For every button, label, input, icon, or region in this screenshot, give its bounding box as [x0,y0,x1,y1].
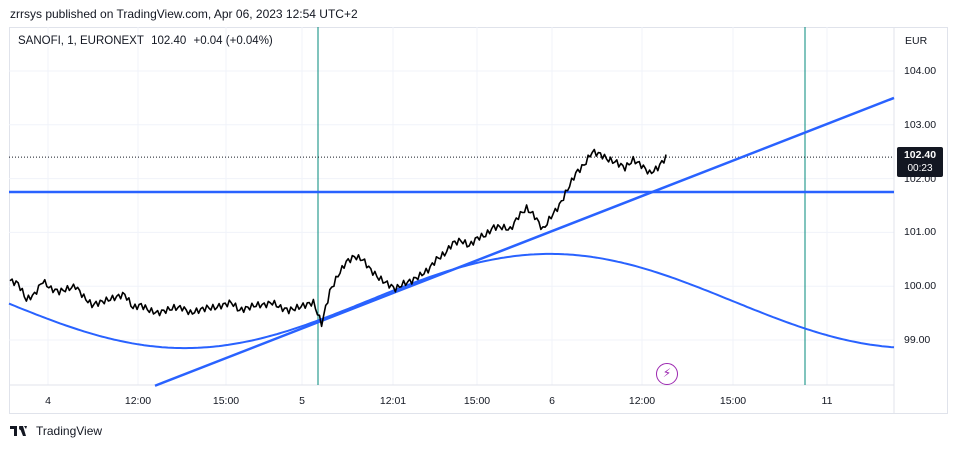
x-tick-label: 12:00 [628,395,656,407]
chart-frame [9,27,948,414]
symbol-legend[interactable]: SANOFI, 1, EURONEXT 102.40 +0.04 (+0.04%… [18,35,277,47]
y-tick-label: 101.00 [904,226,937,239]
x-tick-label: 11 [821,395,833,407]
legend-last: 102.40 [151,35,187,47]
price-series-line [9,148,667,328]
grid-lines [9,27,894,385]
publisher-header: zrrsys published on TradingView.com, Apr… [10,7,358,21]
y-tick-label: 103.00 [904,118,937,131]
x-tick-label: 15:00 [719,395,747,407]
lightning-icon[interactable]: ⚡ [656,363,678,385]
tradingview-logo-icon [10,426,27,436]
x-tick-label: 5 [299,395,305,407]
footer-brand[interactable]: TradingView [10,424,102,438]
x-tick-label: 15:00 [212,395,240,407]
footer-brand-label: TradingView [36,424,103,438]
x-tick-label: 12:00 [124,395,152,407]
y-tick-label: 99.00 [904,334,931,346]
last-price-badge: 102.40 00:23 [897,147,943,177]
x-tick-label: 15:00 [463,395,491,407]
sine-curve [8,252,895,350]
badge-countdown: 00:23 [907,163,933,174]
trendline [154,96,895,387]
y-tick-label: 100.00 [904,280,937,293]
currency-label: EUR [905,35,928,47]
x-tick-label: 4 [45,395,51,407]
badge-price: 102.40 [903,149,937,161]
legend-symbol: SANOFI, 1, EURONEXT [18,35,144,47]
x-tick-label: 12:01 [379,395,407,407]
legend-change: +0.04 (+0.04%) [193,35,273,47]
y-tick-label: 104.00 [904,65,937,77]
x-tick-label: 6 [549,395,555,407]
